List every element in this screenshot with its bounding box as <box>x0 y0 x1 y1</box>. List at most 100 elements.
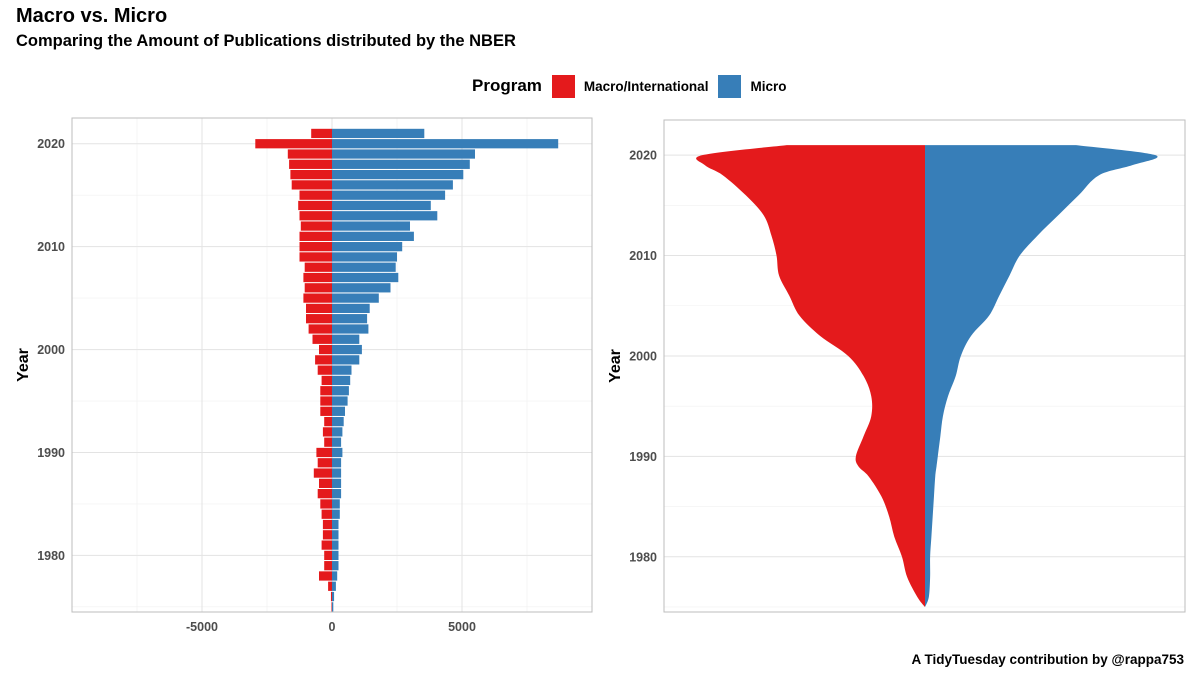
bar-macro-1979 <box>324 561 332 571</box>
bar-macro-1977 <box>328 581 332 591</box>
bar-micro-1990 <box>332 447 343 458</box>
bar-macro-2001 <box>312 334 332 344</box>
bar-macro-1989 <box>317 458 332 468</box>
bar-micro-2011 <box>332 231 414 241</box>
y-tick-label: 1990 <box>37 446 65 460</box>
bar-macro-1997 <box>321 375 332 386</box>
bar-micro-1989 <box>332 458 342 468</box>
bar-micro-1993 <box>332 416 344 427</box>
bar-macro-1978 <box>319 571 332 581</box>
bar-macro-1985 <box>320 499 332 509</box>
bar-macro-2010 <box>299 242 332 252</box>
bar-macro-2014 <box>298 200 332 211</box>
bar-micro-1979 <box>332 561 339 571</box>
bar-macro-1986 <box>317 489 332 499</box>
bar-micro-1992 <box>332 427 343 437</box>
bar-micro-2017 <box>332 169 464 180</box>
y-tick-label: 2010 <box>37 240 65 254</box>
y-tick-label: 1980 <box>629 550 657 564</box>
bar-micro-1976 <box>332 591 335 602</box>
bar-micro-2020 <box>332 139 559 149</box>
bar-macro-2018 <box>289 159 332 169</box>
density-macro <box>696 145 925 607</box>
bar-micro-2019 <box>332 149 475 159</box>
y-tick-label: 2010 <box>629 249 657 263</box>
bar-micro-2004 <box>332 303 370 314</box>
bar-macro-1991 <box>324 437 332 447</box>
bar-macro-2008 <box>304 262 332 272</box>
bar-micro-2005 <box>332 293 379 303</box>
x-tick-label: 0 <box>329 620 336 634</box>
bar-micro-1981 <box>332 540 339 550</box>
y-axis-title: Year <box>15 348 32 382</box>
bar-macro-2017 <box>290 169 332 180</box>
bar-macro-2002 <box>308 324 332 334</box>
bar-macro-1987 <box>319 478 332 488</box>
bar-micro-2014 <box>332 200 431 211</box>
bar-macro-1998 <box>317 365 332 375</box>
bar-micro-1987 <box>332 478 342 488</box>
bar-macro-2005 <box>303 293 332 303</box>
bar-micro-1975 <box>332 602 334 612</box>
bar-micro-2012 <box>332 221 410 231</box>
left-panel-border <box>71 117 593 613</box>
bar-macro-2015 <box>299 190 332 200</box>
bar-micro-1991 <box>332 437 342 447</box>
bar-macro-1976 <box>330 591 332 602</box>
bar-macro-2006 <box>304 283 332 293</box>
chart-subtitle: Comparing the Amount of Publications dis… <box>16 32 516 50</box>
bar-macro-2019 <box>287 149 332 159</box>
bar-micro-2021 <box>332 128 425 139</box>
bar-micro-2000 <box>332 344 362 355</box>
legend-swatch-macro <box>551 74 575 98</box>
bar-micro-1982 <box>332 530 339 540</box>
bar-macro-2012 <box>300 221 332 231</box>
y-tick-label: 2020 <box>629 149 657 163</box>
bar-micro-1996 <box>332 386 349 396</box>
bar-micro-1978 <box>332 571 338 581</box>
bar-macro-1995 <box>320 396 332 406</box>
bar-macro-2016 <box>291 180 332 190</box>
density-micro <box>925 145 1158 607</box>
bar-macro-1980 <box>324 550 332 561</box>
bar-micro-2013 <box>332 211 438 221</box>
bar-macro-1975 <box>331 602 332 612</box>
bar-macro-2011 <box>299 231 332 241</box>
x-tick-label: -5000 <box>186 620 218 634</box>
bar-micro-1998 <box>332 365 352 375</box>
bar-micro-2010 <box>332 242 403 252</box>
bar-macro-2021 <box>311 128 332 139</box>
bar-micro-2003 <box>332 314 368 324</box>
bar-macro-1996 <box>320 386 332 396</box>
y-tick-label: 2000 <box>37 343 65 357</box>
caption: A TidyTuesday contribution by @rappa753 <box>911 652 1184 667</box>
bar-micro-1984 <box>332 509 340 519</box>
bar-micro-2016 <box>332 180 453 190</box>
bar-micro-2006 <box>332 283 391 293</box>
bar-macro-1994 <box>320 406 332 416</box>
bar-macro-2000 <box>319 344 332 355</box>
bar-macro-2007 <box>303 272 332 283</box>
bar-micro-2001 <box>332 334 360 344</box>
bar-macro-2004 <box>306 303 332 314</box>
legend-label-micro: Micro <box>750 78 787 94</box>
bar-micro-1986 <box>332 489 342 499</box>
bar-micro-2002 <box>332 324 369 334</box>
legend: Program Macro/International Micro <box>472 73 796 99</box>
y-tick-label: 1980 <box>37 549 65 563</box>
bar-macro-1999 <box>315 355 332 365</box>
bar-micro-2018 <box>332 159 470 169</box>
y-tick-label: 1990 <box>629 450 657 464</box>
bar-micro-2009 <box>332 252 397 262</box>
bar-micro-1977 <box>332 581 336 591</box>
bar-micro-1988 <box>332 468 342 478</box>
y-tick-label: 2020 <box>37 137 65 151</box>
bar-macro-1983 <box>322 519 332 530</box>
bar-macro-2020 <box>255 139 332 149</box>
bar-micro-1999 <box>332 355 360 365</box>
right-panel-border <box>663 119 1186 613</box>
y-tick-label: 2000 <box>629 349 657 363</box>
bar-macro-1982 <box>322 530 332 540</box>
bar-micro-2008 <box>332 262 396 272</box>
